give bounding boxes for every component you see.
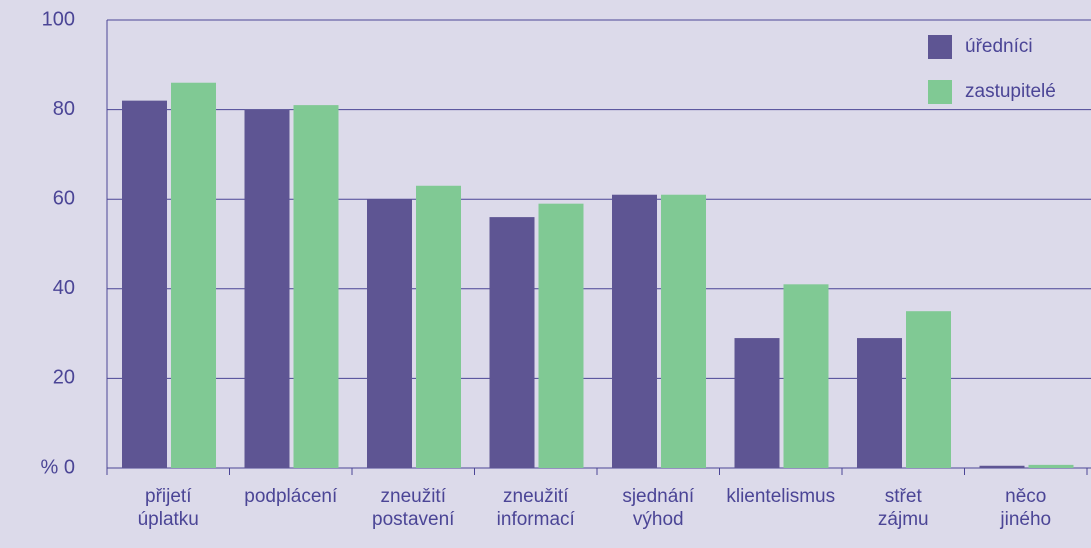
- x-tick-label: přijetí úplatku: [138, 486, 199, 530]
- bar: [367, 199, 412, 468]
- x-tick-label: sjednání výhod: [622, 486, 695, 530]
- x-tick-label: střet zájmu: [878, 486, 929, 530]
- bar: [906, 311, 951, 468]
- bar: [612, 194, 657, 468]
- bar: [783, 284, 829, 468]
- y-tick-label: 100: [42, 8, 75, 30]
- legend-swatch: [928, 35, 952, 59]
- bar: [1028, 464, 1074, 468]
- y-tick-label: 40: [53, 277, 75, 299]
- bar: [489, 217, 535, 468]
- legend-label: úředníci: [965, 36, 1033, 57]
- x-tick-label: zneužití postavení: [372, 486, 455, 530]
- y-tick-label: % 0: [41, 456, 75, 478]
- bar: [122, 100, 167, 468]
- bar: [416, 185, 461, 468]
- x-tick-label: podplácení: [244, 486, 338, 507]
- x-tick-label: něco jiného: [999, 486, 1051, 530]
- legend-label: zastupitelé: [965, 81, 1056, 102]
- bar: [734, 338, 780, 468]
- bar: [857, 338, 902, 468]
- y-tick-label: 20: [53, 367, 75, 389]
- bar: [171, 82, 216, 468]
- bar: [293, 105, 339, 469]
- bar: [661, 194, 706, 468]
- bar: [244, 109, 290, 468]
- legend-swatch: [928, 80, 952, 104]
- x-tick-label: klientelismus: [726, 486, 835, 507]
- x-tick-label: zneužití informací: [497, 486, 576, 530]
- bar: [538, 203, 584, 468]
- y-tick-label: 60: [53, 187, 75, 209]
- bar: [979, 465, 1025, 468]
- y-tick-label: 80: [53, 98, 75, 120]
